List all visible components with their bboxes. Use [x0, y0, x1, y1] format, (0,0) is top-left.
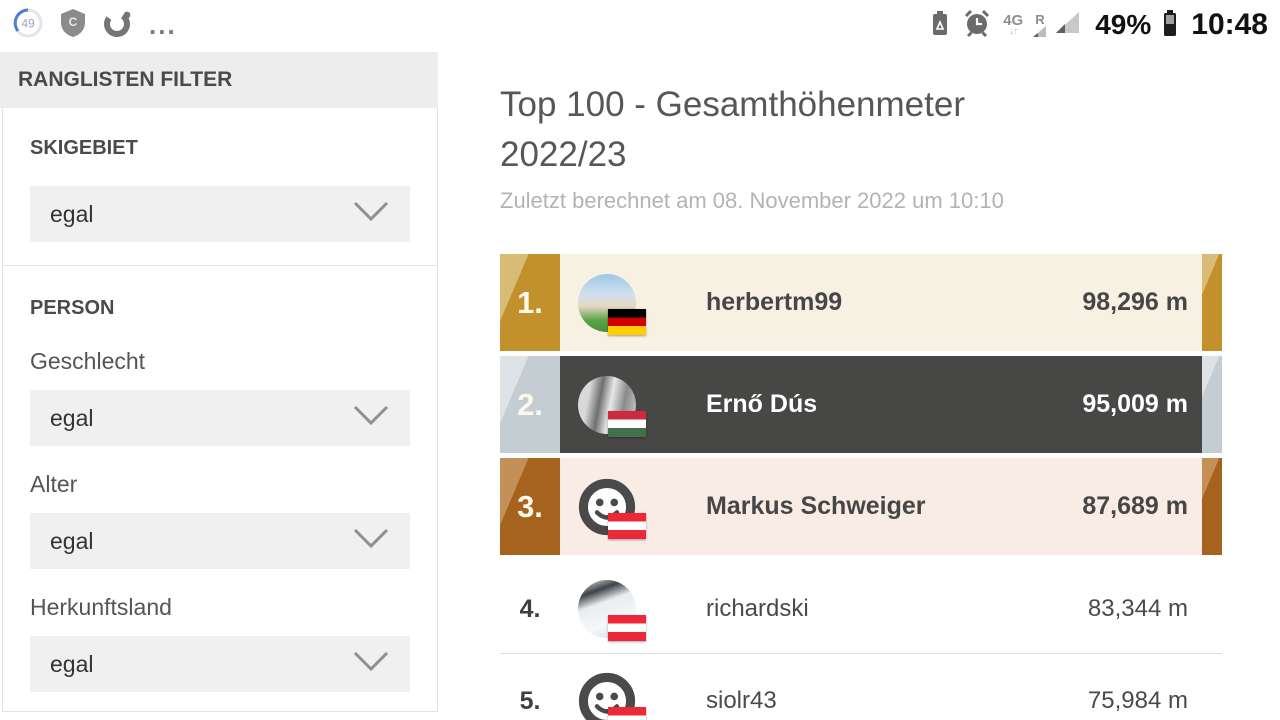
- flag-austria-icon: [608, 707, 646, 720]
- altitude-value: 83,344 m: [1087, 595, 1188, 622]
- medal-strip-bronze: [1202, 458, 1222, 555]
- rank-number: 4.: [519, 594, 541, 623]
- shield-c-icon: C: [59, 7, 87, 44]
- person-section-title: PERSON: [30, 297, 115, 319]
- roaming-signal-icon: R: [1033, 13, 1047, 37]
- avatar: [578, 672, 646, 720]
- alarm-clock-icon: [961, 7, 993, 44]
- battery-percent-text: 49%: [1095, 9, 1152, 40]
- svg-text:C: C: [69, 15, 78, 29]
- more-notifications-indicator: ...: [149, 10, 177, 40]
- battery-icon: [1161, 7, 1179, 44]
- last-calculated-text: Zuletzt berechnet am 08. November 2022 u…: [500, 188, 1004, 213]
- leaderboard-row-2[interactable]: 2. Ernő Dús 95,009 m: [500, 356, 1222, 453]
- medal-strip-gold: [1202, 254, 1222, 351]
- ranking-filter-title: RANGLISTEN FILTER: [18, 68, 233, 91]
- flag-germany-icon: [608, 308, 646, 335]
- rank-badge-bronze: 3.: [500, 458, 560, 555]
- mobile-data-4g-icon: 4G ↓↑: [1003, 12, 1024, 37]
- svg-text:49: 49: [21, 16, 35, 30]
- rank-number: 5.: [519, 686, 541, 715]
- geschlecht-select[interactable]: egal: [30, 390, 410, 446]
- altitude-value: 98,296 m: [1082, 288, 1188, 316]
- leaderboard-row-5[interactable]: 5. siolr43 75,984 m: [500, 653, 1222, 720]
- geschlecht-label: Geschlecht: [30, 348, 146, 374]
- default-smiley-avatar-icon: [578, 672, 636, 720]
- herkunftsland-select-value: egal: [50, 650, 94, 677]
- leaderboard-row-4[interactable]: 4. richardski 83,344 m: [500, 565, 1222, 653]
- altitude-value: 75,984 m: [1087, 687, 1188, 714]
- herkunftsland-select[interactable]: egal: [30, 636, 410, 692]
- rank-number: 2.: [517, 386, 543, 422]
- user-name: richardski: [706, 595, 809, 622]
- flag-austria-icon: [608, 615, 646, 641]
- ranking-filter-header: RANGLISTEN FILTER: [0, 52, 438, 108]
- skigebiet-section-title: SKIGEBIET: [30, 137, 138, 159]
- status-bar: 49 C ...: [0, 0, 1280, 50]
- user-name: herbertm99: [706, 288, 843, 316]
- page-title: Top 100 - Gesamthöhenmeter 2022/23: [500, 85, 965, 174]
- flag-austria-icon: [608, 512, 646, 539]
- chevron-down-icon: [352, 404, 390, 432]
- rank-number: 3.: [517, 488, 543, 524]
- alter-select-value: egal: [50, 527, 94, 554]
- medal-strip-silver: [1202, 356, 1222, 453]
- rank-badge-silver: 2.: [500, 356, 560, 453]
- battery-saver-icon: [929, 7, 951, 44]
- flag-hungary-icon: [608, 410, 646, 437]
- user-name: siolr43: [706, 687, 777, 714]
- leaderboard-row-1[interactable]: 1. herbertm99 98,296 m: [500, 254, 1222, 351]
- leaderboard-row-3[interactable]: 3. Markus Schweiger 87,689 m: [500, 458, 1222, 555]
- leaderboard-list: 1. herbertm99 98,296 m 2.: [500, 254, 1222, 720]
- filter-panel: SKIGEBIET egal PERSON Geschlecht egal Al…: [2, 108, 438, 712]
- cleaner-icon: [102, 7, 134, 44]
- herkunftsland-label: Herkunftsland: [30, 594, 172, 620]
- rank-number: 1.: [517, 284, 543, 320]
- avatar: [578, 580, 646, 641]
- chevron-down-icon: [352, 650, 390, 678]
- battery-circle-icon: 49: [12, 7, 44, 44]
- clock-text: 10:48: [1191, 8, 1268, 41]
- section-divider: [3, 265, 437, 266]
- skigebiet-select[interactable]: egal: [30, 186, 410, 242]
- avatar: [578, 478, 646, 539]
- rank-badge-gold: 1.: [500, 254, 560, 351]
- skigebiet-select-value: egal: [50, 200, 94, 227]
- leaderboard-main: Top 100 - Gesamthöhenmeter 2022/23 Zulet…: [500, 80, 1222, 720]
- avatar: [578, 273, 646, 335]
- altitude-value: 95,009 m: [1082, 390, 1188, 418]
- alter-label: Alter: [30, 471, 78, 497]
- signal-strength-icon: [1056, 12, 1080, 38]
- user-name: Markus Schweiger: [706, 492, 926, 520]
- altitude-value: 87,689 m: [1082, 492, 1188, 520]
- alter-select[interactable]: egal: [30, 513, 410, 569]
- geschlecht-select-value: egal: [50, 404, 94, 431]
- chevron-down-icon: [352, 200, 390, 228]
- avatar: [578, 375, 646, 437]
- user-name: Ernő Dús: [706, 390, 818, 418]
- chevron-down-icon: [352, 527, 390, 555]
